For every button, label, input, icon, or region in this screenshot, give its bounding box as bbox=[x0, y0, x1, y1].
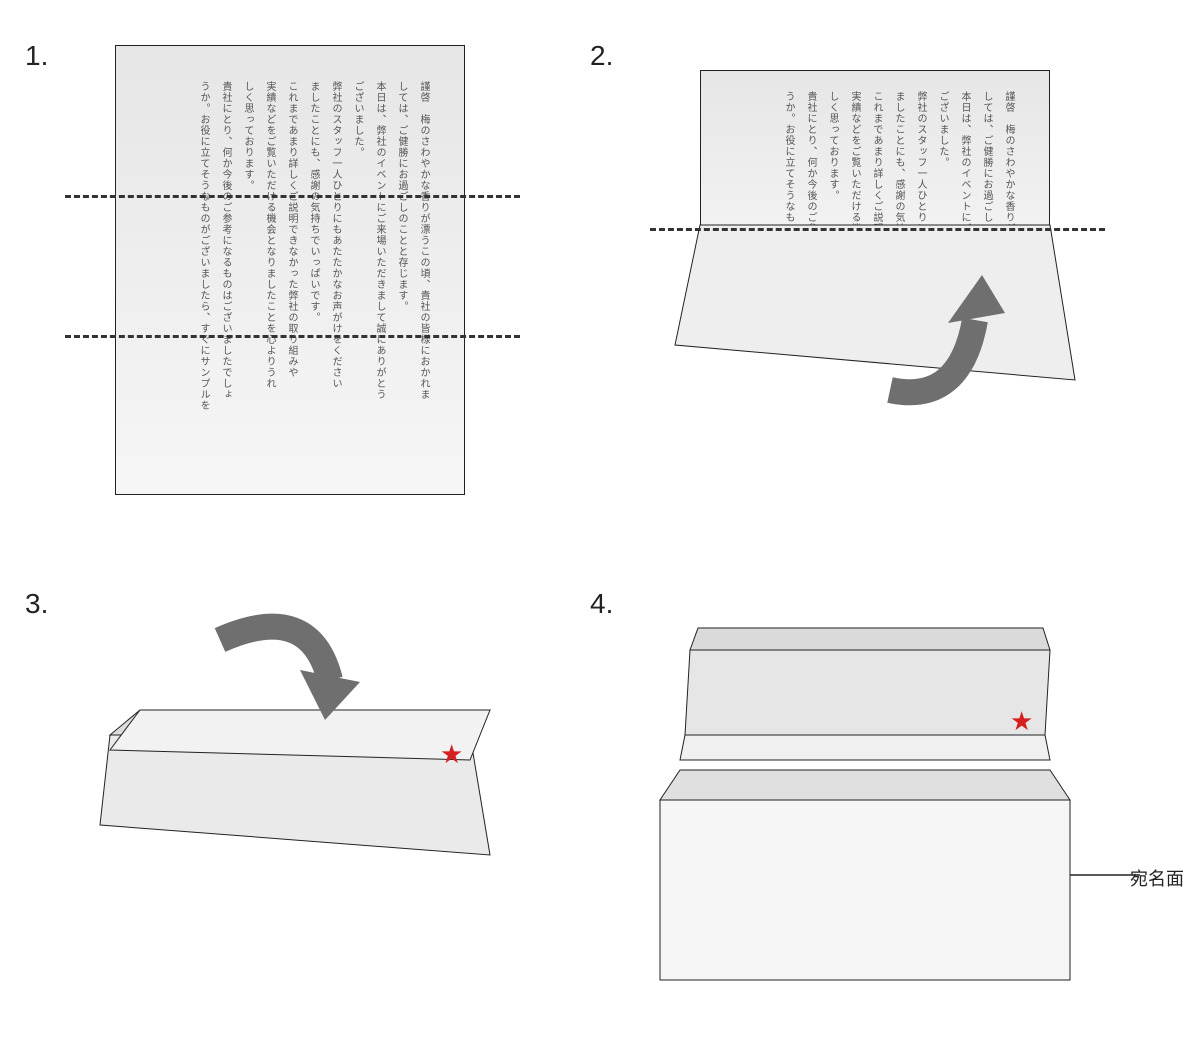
step-2-fold-line bbox=[650, 228, 1105, 231]
step-1-fold-lower bbox=[65, 335, 520, 338]
letter-line: 本日は、弊社のイベントにご来場いただきまして誠にありがとう bbox=[959, 91, 970, 230]
envelope-label: 宛名面 bbox=[1130, 865, 1184, 891]
letter-line: 実績などをご覧いただける機会となりましたことを心よりうれ bbox=[849, 91, 860, 230]
step-1-fold-upper bbox=[65, 195, 520, 198]
letter-line: うか。お役に立てそうなものがございましたら、すぐにサンプルを bbox=[198, 81, 209, 411]
step-1-sheet: 謹啓 梅のさわやかな香りが漂うこの頃、貴社の皆様におかれま しては、ご健勝にお過… bbox=[115, 45, 465, 495]
step-2-sheet-top: 謹啓 梅のさわやかな香りが漂うこの頃、貴社の皆様におかれま しては、ご健勝にお過… bbox=[700, 70, 1050, 230]
letter-line: ございました。 bbox=[352, 81, 363, 158]
letter-line: うか。お役に立てそうなものがございましたら、すぐにサンプルを bbox=[783, 91, 794, 230]
star-icon: ★ bbox=[440, 739, 463, 769]
letter-line: これまであまり詳しくご説明できなかった弊社の取り組みや bbox=[286, 81, 297, 378]
step-3-number: 3. bbox=[25, 588, 48, 620]
letter-line: 謹啓 梅のさわやかな香りが漂うこの頃、貴社の皆様におかれま bbox=[1003, 91, 1014, 230]
letter-text-partial: 謹啓 梅のさわやかな香りが漂うこの頃、貴社の皆様におかれま しては、ご健勝にお過… bbox=[731, 91, 1019, 230]
letter-line: 弊社のスタッフ一人ひとりにもあたたかなお声がけをください bbox=[330, 81, 341, 389]
letter-line: 貴社にとり、何か今後のご参考になるものはございましたでしょ bbox=[220, 81, 231, 400]
letter-line: しては、ご健勝にお過ごしのことと存じます。 bbox=[981, 91, 992, 230]
letter-line: 本日は、弊社のイベントにご来場いただきまして誠にありがとう bbox=[374, 81, 385, 400]
letter-line: しく思っております。 bbox=[827, 91, 838, 201]
letter-line: しく思っております。 bbox=[242, 81, 253, 191]
letter-line: 謹啓 梅のさわやかな香りが漂うこの頃、貴社の皆様におかれま bbox=[418, 81, 429, 400]
letter-line: ございました。 bbox=[937, 91, 948, 168]
step-2-number: 2. bbox=[590, 40, 613, 72]
step-4-number: 4. bbox=[590, 588, 613, 620]
letter-line: 弊社のスタッフ一人ひとりにもあたたかなお声がけをください bbox=[915, 91, 926, 230]
step-3-arrow-icon bbox=[200, 610, 360, 750]
star-icon: ★ bbox=[1010, 706, 1033, 736]
letter-line: ましたことにも、感謝の気持ちでいっぱいです。 bbox=[308, 81, 319, 323]
letter-line: 貴社にとり、何か今後のご参考になるものはございましたでしょ bbox=[805, 91, 816, 230]
step-2-arrow-icon bbox=[870, 275, 1010, 415]
letter-line: ましたことにも、感謝の気持ちでいっぱいです。 bbox=[893, 91, 904, 230]
letter-text: 謹啓 梅のさわやかな香りが漂うこの頃、貴社の皆様におかれま しては、ご健勝にお過… bbox=[146, 81, 434, 449]
step-1-number: 1. bbox=[25, 40, 48, 72]
letter-line: これまであまり詳しくご説明できなかった弊社の取り組みや bbox=[871, 91, 882, 230]
step-4-envelope: ★ bbox=[650, 610, 1090, 1000]
letter-line: 実績などをご覧いただける機会となりましたことを心よりうれ bbox=[264, 81, 275, 389]
